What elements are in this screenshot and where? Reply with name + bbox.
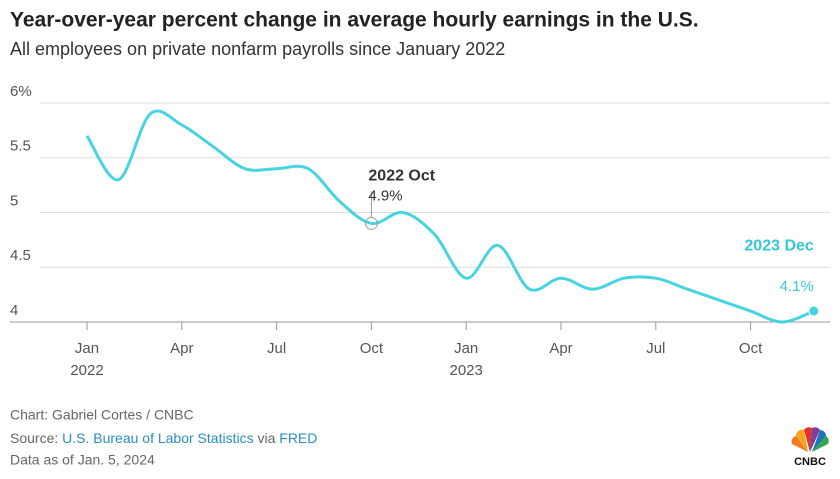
x-year-label: 2022 xyxy=(70,362,103,379)
source: Source: U.S. Bureau of Labor Statistics … xyxy=(10,430,317,446)
chart-subtitle: All employees on private nonfarm payroll… xyxy=(10,39,505,59)
annotation-title: 2022 Oct xyxy=(368,168,435,185)
source-via: via xyxy=(257,430,275,446)
source-prefix: Source: xyxy=(10,430,58,446)
x-tick-label: Jul xyxy=(267,340,286,357)
logo: CNBC xyxy=(794,456,826,468)
x-tick-label: Apr xyxy=(170,340,193,357)
y-tick-label: 4 xyxy=(10,302,18,319)
annotation-title: 2023 Dec xyxy=(744,237,813,254)
x-tick-label: Oct xyxy=(739,340,763,357)
x-tick-label: Apr xyxy=(549,340,572,357)
credit: Chart: Gabriel Cortes / CNBC xyxy=(10,407,194,423)
line xyxy=(85,109,815,324)
annotation-label: 4.9% xyxy=(368,187,402,204)
note: Data as of Jan. 5, 2024 xyxy=(10,452,155,468)
annotation-label: 4.1% xyxy=(780,278,814,295)
y-tick-label: 5 xyxy=(10,192,18,209)
x-tick-label: Jan xyxy=(75,340,99,357)
y-tick-label: 6% xyxy=(10,83,32,100)
point-marker xyxy=(808,305,820,317)
source-link[interactable]: U.S. Bureau of Labor Statistics xyxy=(62,430,253,446)
logo-icon xyxy=(791,427,829,452)
y-tick-label: 4.5 xyxy=(10,247,31,264)
x-tick-label: Oct xyxy=(360,340,384,357)
chart-title: Year-over-year percent change in average… xyxy=(10,9,699,32)
x-year-label: 2023 xyxy=(450,362,483,379)
y-tick-label: 5.5 xyxy=(10,138,31,155)
source-link[interactable]: FRED xyxy=(279,430,317,446)
x-tick-label: Jul xyxy=(646,340,665,357)
point-marker xyxy=(364,216,378,230)
x-tick-label: Jan xyxy=(454,340,478,357)
